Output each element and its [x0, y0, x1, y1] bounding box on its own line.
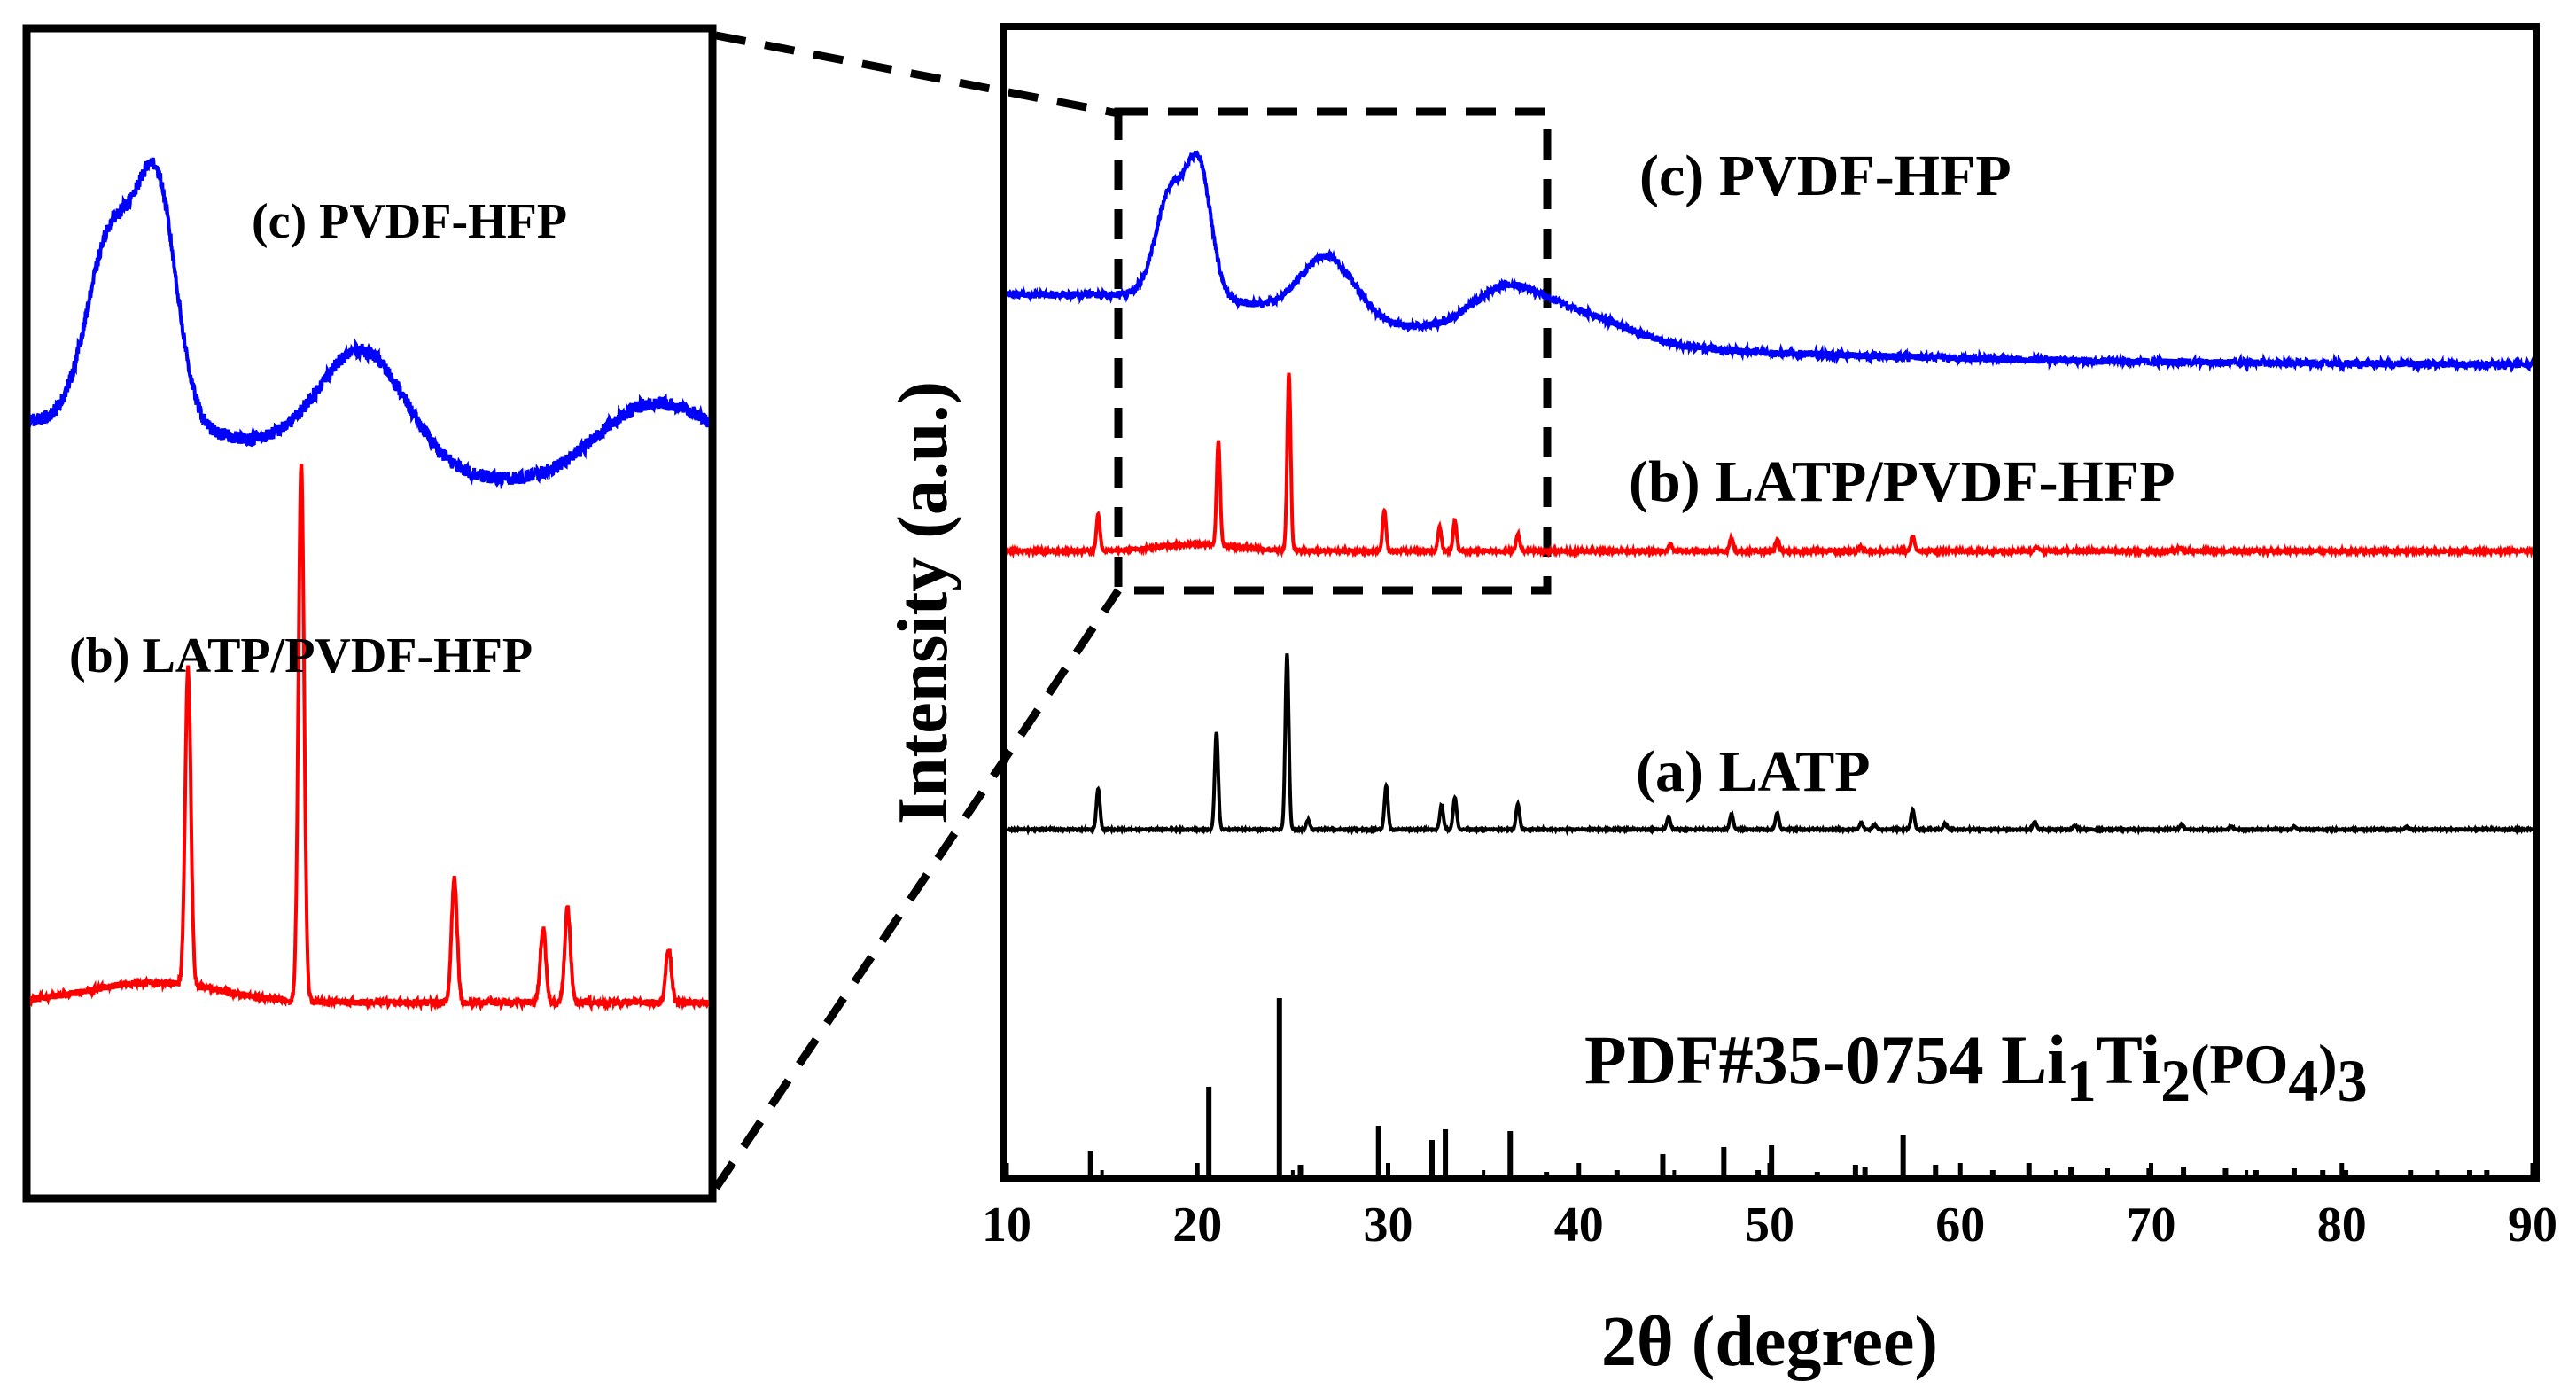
x-tick-label: 40 — [1554, 1198, 1604, 1253]
series-label-pvdf-hfp: (c) PVDF-HFP — [1639, 144, 2012, 208]
x-tick-label: 10 — [982, 1198, 1031, 1253]
x-tick-label: 80 — [2317, 1198, 2367, 1253]
series-label-latp: (a) LATP — [1636, 739, 1871, 804]
series-pvdf-hfp — [1007, 150, 2534, 374]
x-tick-label: 90 — [2508, 1198, 2557, 1253]
x-axis-ticks — [1004, 1163, 2535, 1179]
x-tick-label: 30 — [1364, 1198, 1413, 1253]
main-panel: 10 20 30 40 50 60 70 80 90 2θ (degree) Intensity… — [884, 23, 2557, 1381]
series-latp-pvdf-hfp — [1007, 372, 2534, 559]
x-tick-label: 70 — [2127, 1198, 2176, 1253]
y-axis-label: Intensity (a.u.) — [884, 381, 962, 824]
zoom-indicator — [712, 31, 1552, 1190]
x-tick-label: 60 — [1935, 1198, 1985, 1253]
x-axis-tick-labels: 10 20 30 40 50 60 70 80 90 — [982, 1198, 2557, 1253]
inset-panel: (c) PVDF-HFP (b) LATP/PVDF-HFP — [22, 24, 717, 1203]
inset-series-latp-pvdf-hfp — [30, 463, 709, 1013]
inset-label-latp-pvdf-hfp: (b) LATP/PVDF-HFP — [69, 628, 533, 683]
x-tick-label: 50 — [1745, 1198, 1794, 1253]
inset-label-pvdf-hfp: (c) PVDF-HFP — [252, 194, 567, 249]
zoom-box — [1114, 107, 1552, 595]
x-axis-label: 2θ (degree) — [1601, 1303, 1938, 1381]
zoom-connector-bottom — [712, 588, 1122, 1190]
inset-frame — [22, 24, 717, 1203]
series-label-latp-pvdf-hfp: (b) LATP/PVDF-HFP — [1629, 449, 2175, 514]
inset-series-pvdf-hfp — [30, 157, 709, 490]
zoom-connector-top — [715, 31, 1119, 118]
x-tick-label: 20 — [1172, 1198, 1222, 1253]
reference-label: PDF#35-0754 Li1Ti2(PO4)3 — [1584, 1021, 2368, 1114]
series-latp — [1007, 653, 2534, 837]
